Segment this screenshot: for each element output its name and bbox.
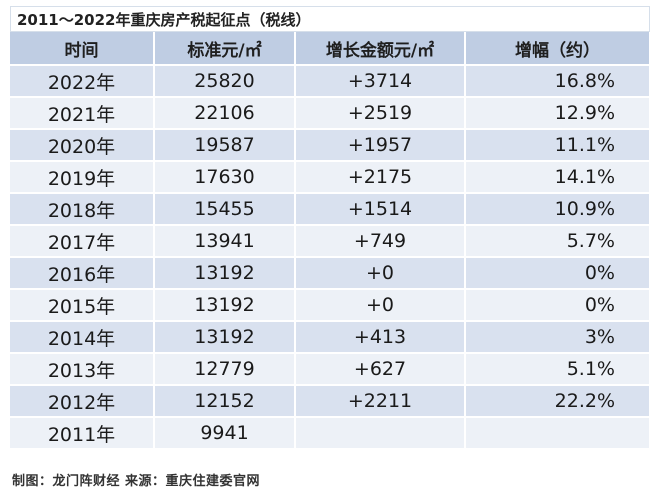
table-container: 2011～2022年重庆房产税起征点（税线） 时间 标准元/㎡ 增长金额元/㎡ … xyxy=(10,6,651,450)
table-row: 2014年 13192 +413 3% xyxy=(10,321,651,354)
cell-standard: 13192 xyxy=(154,257,296,290)
cell-growth: 12.9% xyxy=(465,97,651,130)
cell-increase: +1514 xyxy=(295,193,466,226)
cell-growth xyxy=(465,417,651,450)
table-title: 2011～2022年重庆房产税起征点（税线） xyxy=(10,6,650,32)
table-row: 2012年 12152 +2211 22.2% xyxy=(10,385,651,418)
cell-growth: 5.7% xyxy=(465,225,651,258)
cell-growth: 3% xyxy=(465,321,651,354)
cell-standard: 12779 xyxy=(154,353,296,386)
tax-threshold-table: 时间 标准元/㎡ 增长金额元/㎡ 增幅（约） 2022年 25820 +3714… xyxy=(10,32,651,450)
cell-increase: +0 xyxy=(295,289,466,322)
cell-increase: +413 xyxy=(295,321,466,354)
cell-increase: +2211 xyxy=(295,385,466,418)
table-row: 2013年 12779 +627 5.1% xyxy=(10,353,651,386)
cell-standard: 17630 xyxy=(154,161,296,194)
cell-standard: 25820 xyxy=(154,65,296,98)
table-row: 2019年 17630 +2175 14.1% xyxy=(10,161,651,194)
header-standard: 标准元/㎡ xyxy=(154,32,296,66)
cell-standard: 13941 xyxy=(154,225,296,258)
cell-standard: 13192 xyxy=(154,321,296,354)
cell-increase: +627 xyxy=(295,353,466,386)
table-row: 2015年 13192 +0 0% xyxy=(10,289,651,322)
table-row: 2018年 15455 +1514 10.9% xyxy=(10,193,651,226)
table-row: 2021年 22106 +2519 12.9% xyxy=(10,97,651,130)
cell-growth: 22.2% xyxy=(465,385,651,418)
cell-year: 2014年 xyxy=(10,321,155,354)
cell-increase: +749 xyxy=(295,225,466,258)
cell-year: 2022年 xyxy=(10,65,155,98)
cell-increase: +2175 xyxy=(295,161,466,194)
cell-year: 2013年 xyxy=(10,353,155,386)
cell-standard: 19587 xyxy=(154,129,296,162)
cell-year: 2017年 xyxy=(10,225,155,258)
cell-year: 2016年 xyxy=(10,257,155,290)
header-growth: 增幅（约） xyxy=(465,32,651,66)
cell-standard: 15455 xyxy=(154,193,296,226)
table-row: 2020年 19587 +1957 11.1% xyxy=(10,129,651,162)
cell-standard: 13192 xyxy=(154,289,296,322)
cell-year: 2018年 xyxy=(10,193,155,226)
cell-increase: +2519 xyxy=(295,97,466,130)
cell-year: 2020年 xyxy=(10,129,155,162)
header-row: 时间 标准元/㎡ 增长金额元/㎡ 增幅（约） xyxy=(10,32,651,66)
source-caption: 制图：龙门阵财经 来源：重庆住建委官网 xyxy=(12,474,261,489)
cell-increase xyxy=(295,417,466,450)
cell-growth: 0% xyxy=(465,289,651,322)
cell-standard: 12152 xyxy=(154,385,296,418)
cell-growth: 14.1% xyxy=(465,161,651,194)
table-row: 2011年 9941 xyxy=(10,417,651,450)
cell-growth: 16.8% xyxy=(465,65,651,98)
table-row: 2016年 13192 +0 0% xyxy=(10,257,651,290)
header-increase: 增长金额元/㎡ xyxy=(295,32,466,66)
cell-standard: 9941 xyxy=(154,417,296,450)
table-row: 2017年 13941 +749 5.7% xyxy=(10,225,651,258)
cell-increase: +0 xyxy=(295,257,466,290)
cell-growth: 0% xyxy=(465,257,651,290)
cell-standard: 22106 xyxy=(154,97,296,130)
cell-growth: 11.1% xyxy=(465,129,651,162)
cell-year: 2015年 xyxy=(10,289,155,322)
cell-year: 2011年 xyxy=(10,417,155,450)
cell-growth: 10.9% xyxy=(465,193,651,226)
header-year: 时间 xyxy=(10,32,155,66)
cell-year: 2012年 xyxy=(10,385,155,418)
cell-growth: 5.1% xyxy=(465,353,651,386)
table-row: 2022年 25820 +3714 16.8% xyxy=(10,65,651,98)
cell-year: 2019年 xyxy=(10,161,155,194)
cell-year: 2021年 xyxy=(10,97,155,130)
cell-increase: +1957 xyxy=(295,129,466,162)
cell-increase: +3714 xyxy=(295,65,466,98)
